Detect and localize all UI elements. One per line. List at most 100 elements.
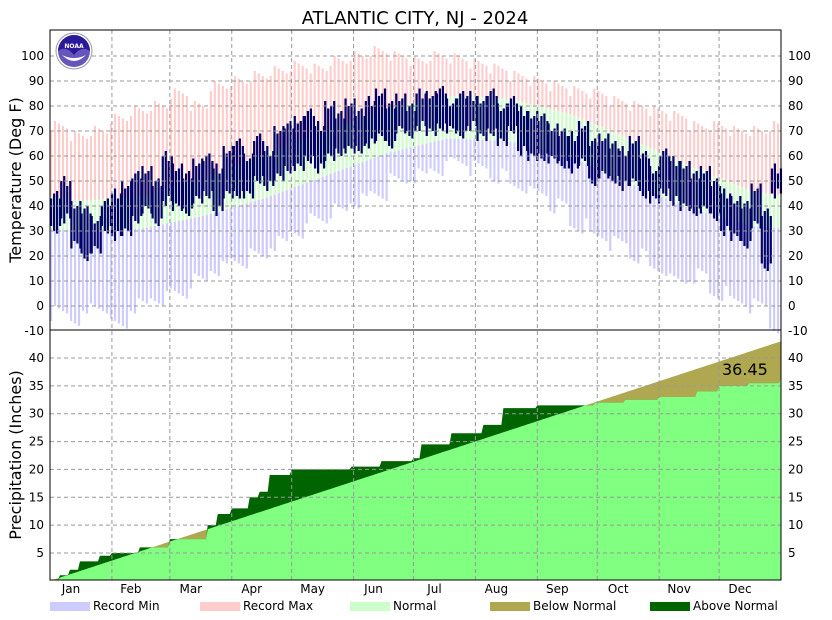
observed-temp-bar [760,216,763,264]
month-label: Jan [61,582,81,596]
observed-temp-bar [83,208,86,259]
temp-tick-left: 40 [29,199,44,213]
record-min-bar [269,196,272,249]
observed-temp-bar [682,168,685,204]
normal-bar [169,187,172,223]
record-min-bar [137,228,140,299]
record-min-bar [717,216,720,299]
record-min-bar [545,150,548,196]
record-min-bar [125,229,128,329]
observed-temp-bar [597,146,600,179]
observed-temp-bar [466,96,469,126]
observed-temp-bar [746,201,749,249]
month-label: Sep [546,582,569,596]
observed-temp-bar [394,108,397,141]
normal-bar [717,177,720,217]
observed-temp-bar [486,96,489,129]
record-min-bar [425,143,428,174]
observed-temp-bar [89,213,92,254]
observed-temp-bar [245,161,249,191]
record-min-bar [357,163,360,209]
normal-bar [697,169,700,211]
observed-temp-bar [749,208,752,241]
normal-bar [749,190,752,226]
observed-temp-bar [594,138,597,186]
record-min-bar [469,139,472,176]
normal-bar [569,114,572,157]
record-min-bar [409,147,412,181]
record-min-bar [521,144,524,191]
observed-temp-bar [218,173,221,206]
observed-temp-bar [160,186,163,219]
record-min-bar [97,230,101,309]
observed-temp-bar [313,126,317,169]
month-label: Jul [426,582,441,596]
record-min-bar [81,230,85,311]
record-min-bar [281,191,284,239]
record-min-bar [201,216,204,279]
record-min-bar [89,230,93,304]
record-min-bar [489,140,492,179]
observed-temp-bar [492,88,495,136]
record-min-bar [769,227,772,329]
normal-bar [61,197,65,230]
observed-temp-bar [364,101,367,144]
observed-temp-bar [496,103,499,146]
record-min-bar [145,227,148,304]
record-min-bar [381,154,384,199]
record-min-bar [473,139,476,161]
record-min-bar [101,230,105,311]
record-min-bar [393,151,396,176]
observed-temp-bar [50,198,53,226]
observed-temp-bar [705,171,708,209]
normal-bar [101,199,105,231]
observed-temp-bar [448,106,452,126]
observed-temp-bar [354,116,357,146]
observed-temp-bar [509,98,513,131]
record-min-bar [313,179,316,216]
record-min-bar [733,220,736,299]
observed-temp-bar [241,146,244,191]
observed-temp-bar [608,148,611,176]
normal-bar [173,186,176,222]
observed-temp-bar [462,91,465,139]
observed-temp-bar [517,111,520,151]
temp-tick-left: 20 [29,249,44,263]
month-label: Mar [179,582,202,596]
temp-tick-left: 10 [29,274,44,288]
temp-tick-right: 30 [788,224,803,238]
observed-temp-bar [283,128,286,166]
legend-swatch [50,602,90,611]
observed-temp-bar [489,91,492,134]
record-min-bar [273,194,276,251]
observed-temp-bar [553,128,556,159]
normal-bar [773,194,776,228]
record-min-bar [661,196,664,274]
normal-bar [77,200,81,231]
normal-bar [321,131,324,177]
observed-temp-bar [228,151,231,194]
observed-temp-bar [763,211,766,269]
record-min-bar [509,141,512,184]
record-min-bar [485,140,488,169]
observed-temp-bar [563,128,566,169]
record-min-bar [209,213,212,271]
observed-temp-bar [415,93,418,126]
record-min-bar [645,190,648,251]
observed-temp-bar [655,171,658,199]
observed-temp-bar [570,131,573,174]
observed-temp-bar [235,141,238,196]
normal-bar [125,197,128,230]
record-min-bar [181,220,184,296]
observed-temp-bar [253,141,256,176]
record-min-bar [325,175,328,224]
observed-temp-bar [292,128,295,166]
temperature-axis-label: Temperature (Deg F) [6,97,25,264]
month-label: Aug [485,582,508,596]
observed-temp-bar [69,181,72,219]
observed-temp-bar [479,103,482,134]
observed-temp-bar [766,208,769,271]
observed-temp-bar [299,121,302,166]
observed-temp-bar [588,146,591,179]
observed-temp-bar [435,93,439,124]
